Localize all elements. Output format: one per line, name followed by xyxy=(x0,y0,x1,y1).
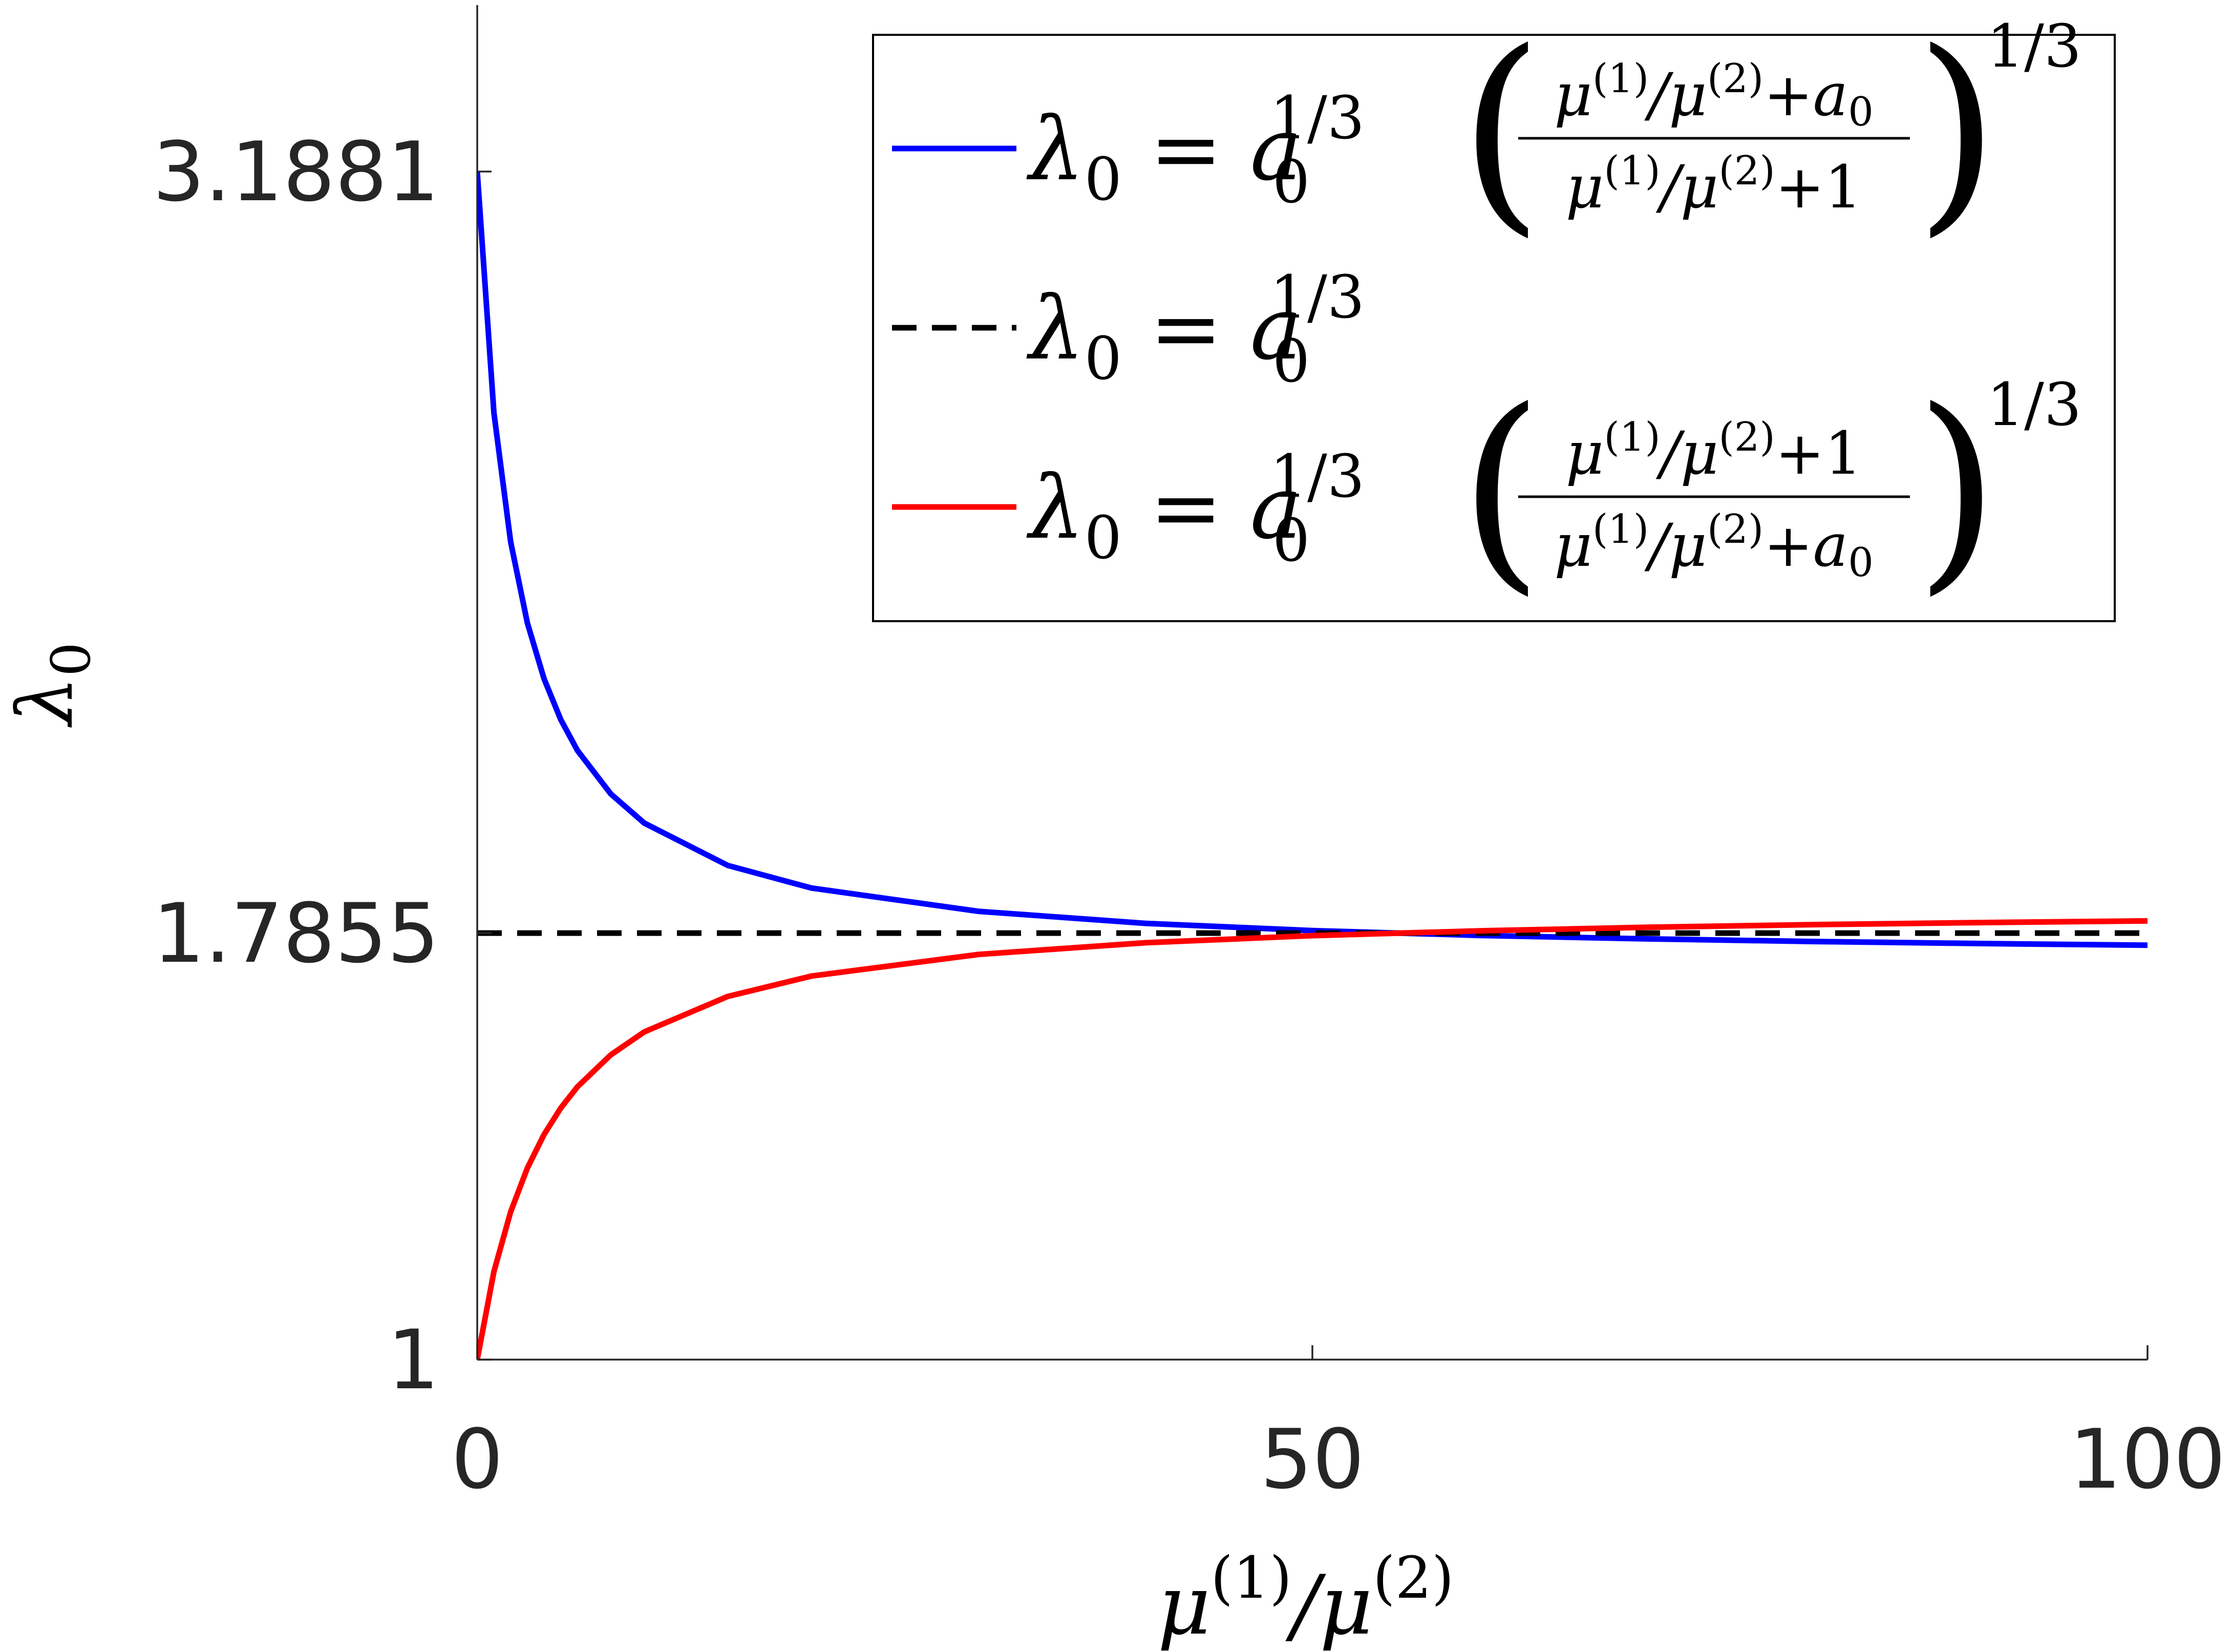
legend-box xyxy=(872,34,2116,622)
legend-paren-right: ) xyxy=(1915,364,1999,615)
x-tick-label: 0 xyxy=(451,1411,503,1507)
series-layer xyxy=(477,171,2148,1360)
legend-exponent: 1/3 xyxy=(1270,84,1365,153)
y-tick-label: 3.1881 xyxy=(153,124,439,220)
y-axis-label: λ0 xyxy=(1,642,102,728)
ticks-layer: 0 50 100 1 1.7855 3.1881 xyxy=(153,124,2226,1507)
legend-fraction-term: μ(1)/μ(2)+a0 xyxy=(1554,506,1874,586)
legend-exponent: 1/3 xyxy=(1270,442,1365,511)
legend-outer-exponent: 1/3 xyxy=(1987,12,2081,81)
legend-equation: λ0 = a xyxy=(1026,457,1302,573)
legend-equation: λ0 = a xyxy=(1026,99,1302,214)
legend: λ0 = a1/30()1/3μ(1)/μ(2)+a0μ(1)/μ(2)+1λ0… xyxy=(872,6,2116,622)
legend-entry-2: λ0 = a1/30 xyxy=(892,263,1365,396)
legend-entry-1: λ0 = a1/30()1/3μ(1)/μ(2)+a0μ(1)/μ(2)+1 xyxy=(892,6,2081,256)
legend-entry-3: λ0 = a1/30()1/3μ(1)/μ(2)+1μ(1)/μ(2)+a0 xyxy=(892,364,2081,615)
legend-exponent: 1/3 xyxy=(1270,263,1365,332)
axis-labels: μ(1)/μ(2) λ0 xyxy=(1,642,1454,1652)
legend-subscript: 0 xyxy=(1272,148,1310,217)
legend-subscript: 0 xyxy=(1272,327,1310,396)
legend-subscript: 0 xyxy=(1272,506,1310,575)
legend-fraction-term: μ(1)/μ(2)+1 xyxy=(1566,148,1862,222)
x-tick-label: 100 xyxy=(2069,1411,2225,1507)
x-axis-label: μ(1)/μ(2) xyxy=(1157,1545,1454,1652)
legend-outer-exponent: 1/3 xyxy=(1987,371,2081,439)
legend-paren-left: ( xyxy=(1459,6,1543,256)
legend-equation: λ0 = a xyxy=(1026,278,1302,393)
legend-paren-right: ) xyxy=(1915,6,1999,256)
legend-fraction-term: μ(1)/μ(2)+1 xyxy=(1566,414,1862,488)
legend-fraction-term: μ(1)/μ(2)+a0 xyxy=(1554,56,1874,135)
series-line-1 xyxy=(477,171,2148,948)
x-tick-label: 50 xyxy=(1260,1411,1365,1507)
y-tick-label: 1.7855 xyxy=(153,885,439,981)
series-line-3 xyxy=(477,918,2148,1360)
y-tick-label: 1 xyxy=(387,1312,439,1408)
legend-paren-left: ( xyxy=(1459,364,1543,615)
